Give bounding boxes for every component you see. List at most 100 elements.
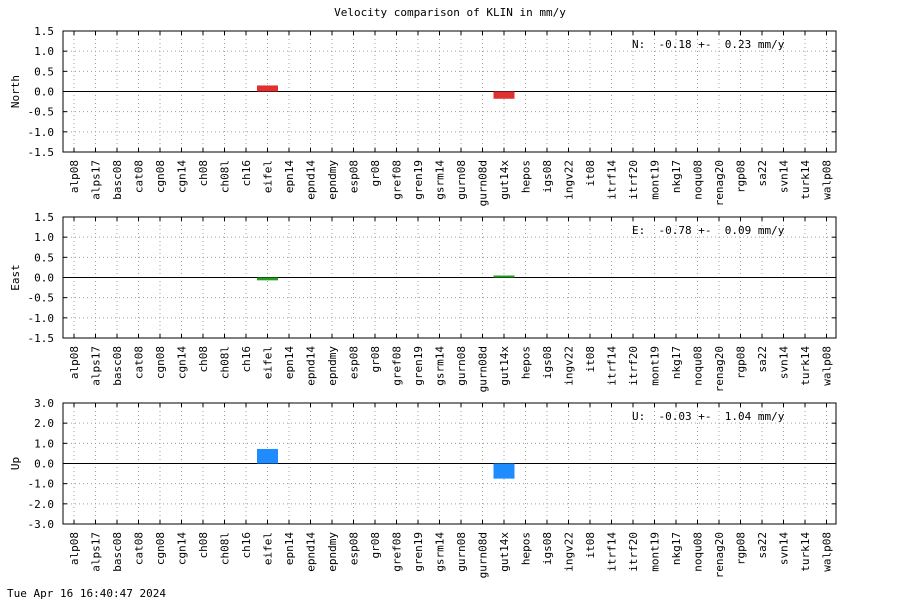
bar-gut14x [493,91,515,99]
x-tick-label: itrf20 [627,346,640,386]
x-tick-label: eifel [262,532,275,565]
x-tick-label: gut14x [498,160,511,200]
x-tick-label: epnd14 [305,160,318,200]
x-tick-label: cgn08 [154,160,167,193]
x-tick-label: renag20 [713,532,726,578]
x-tick-label: rgp08 [735,346,748,379]
y-tick-label: -1.0 [28,478,55,491]
x-tick-label: noqu08 [692,160,705,200]
x-tick-label: gut14x [498,346,511,386]
y-tick-label: 0.0 [34,458,54,471]
y-tick-label: 2.0 [34,417,54,430]
x-tick-label: esp08 [348,160,361,193]
plot-frame [62,30,837,153]
y-tick-label: 1.0 [34,231,54,244]
plot-frame [62,216,837,339]
x-tick-label: walp08 [821,160,834,200]
x-tick-label: ch08 [197,532,210,559]
x-tick-label: igs08 [541,160,554,193]
x-tick-label: gr08 [369,346,382,373]
x-tick-label: gut14x [498,532,511,572]
x-tick-label: gsrm14 [434,160,447,200]
x-tick-label: hepos [520,160,533,193]
y-tick-label: 0.0 [34,86,54,99]
stats-annotation: U: -0.03 +- 1.04 mm/y [632,410,785,423]
x-tick-label: nkg17 [670,346,683,379]
y-tick-label: 0.5 [34,65,54,78]
x-tick-label: epn14 [283,160,296,193]
x-tick-label: ch16 [240,160,253,187]
x-tick-label: alp08 [68,160,81,193]
x-tick-label: gren19 [412,532,425,572]
y-axis-label: North [9,75,22,108]
x-tick-label: hepos [520,532,533,565]
x-tick-label: svn14 [778,346,791,379]
x-tick-label: gref08 [391,346,404,386]
x-tick-label: nkg17 [670,160,683,193]
x-tick-label: gsrm14 [434,346,447,386]
x-tick-label: ch08 [197,346,210,373]
x-tick-label: gr08 [369,532,382,559]
x-tick-label: esp08 [348,532,361,565]
x-tick-label: mont19 [649,160,662,200]
x-tick-label: gren19 [412,346,425,386]
x-tick-label: gsrm14 [434,532,447,572]
x-tick-label: cat08 [133,532,146,565]
x-tick-label: gr08 [369,160,382,187]
x-tick-label: walp08 [821,532,834,572]
y-tick-label: 1.5 [34,211,54,224]
x-tick-label: rgp08 [735,160,748,193]
y-tick-label: -0.5 [28,106,55,119]
x-tick-label: renag20 [713,160,726,206]
y-tick-label: 0.5 [34,251,54,264]
x-tick-label: basc08 [111,160,124,200]
x-tick-label: epndmy [326,160,339,200]
x-tick-label: cgn08 [154,532,167,565]
y-tick-label: 3.0 [34,397,54,410]
x-tick-label: epn14 [283,346,296,379]
timestamp-footer: Tue Apr 16 16:40:47 2024 [7,587,166,600]
x-tick-label: gurn08 [455,346,468,386]
x-tick-label: basc08 [111,532,124,572]
x-tick-label: turk14 [799,346,812,386]
x-tick-label: cgn14 [176,160,189,193]
plot-frame [62,402,837,525]
x-tick-label: itrf14 [606,160,619,200]
x-tick-label: walp08 [821,346,834,386]
x-tick-label: svn14 [778,160,791,193]
bar-eifel [257,85,278,92]
x-tick-label: gurn08d [477,346,490,392]
x-tick-label: epnd14 [305,346,318,386]
y-axis-label: East [9,264,22,291]
x-tick-label: gurn08 [455,532,468,572]
x-tick-label: noqu08 [692,346,705,386]
y-tick-label: -3.0 [28,518,55,531]
x-tick-label: epndmy [326,532,339,572]
x-tick-label: ch08l [219,346,232,379]
x-tick-label: eifel [262,346,275,379]
x-tick-label: alps17 [90,532,103,572]
x-tick-label: it08 [584,160,597,187]
x-tick-label: basc08 [111,346,124,386]
x-tick-label: sa22 [756,160,769,187]
x-tick-label: ch16 [240,532,253,559]
x-tick-label: cat08 [133,160,146,193]
y-tick-label: -1.5 [28,332,55,345]
x-tick-label: itrf20 [627,532,640,572]
y-tick-label: -0.5 [28,292,55,305]
x-tick-label: ch08l [219,532,232,565]
x-tick-label: alps17 [90,160,103,200]
x-tick-label: gurn08 [455,160,468,200]
y-tick-label: 1.5 [34,25,54,38]
bar-eifel [257,448,278,464]
x-tick-label: epn14 [283,532,296,565]
x-tick-label: it08 [584,346,597,373]
x-tick-label: esp08 [348,346,361,379]
y-tick-label: -1.0 [28,126,55,139]
x-tick-label: alp08 [68,346,81,379]
x-tick-label: ingv22 [563,160,576,200]
y-axis-label: Up [9,457,22,470]
x-tick-label: cgn14 [176,532,189,565]
x-tick-label: nkg17 [670,532,683,565]
